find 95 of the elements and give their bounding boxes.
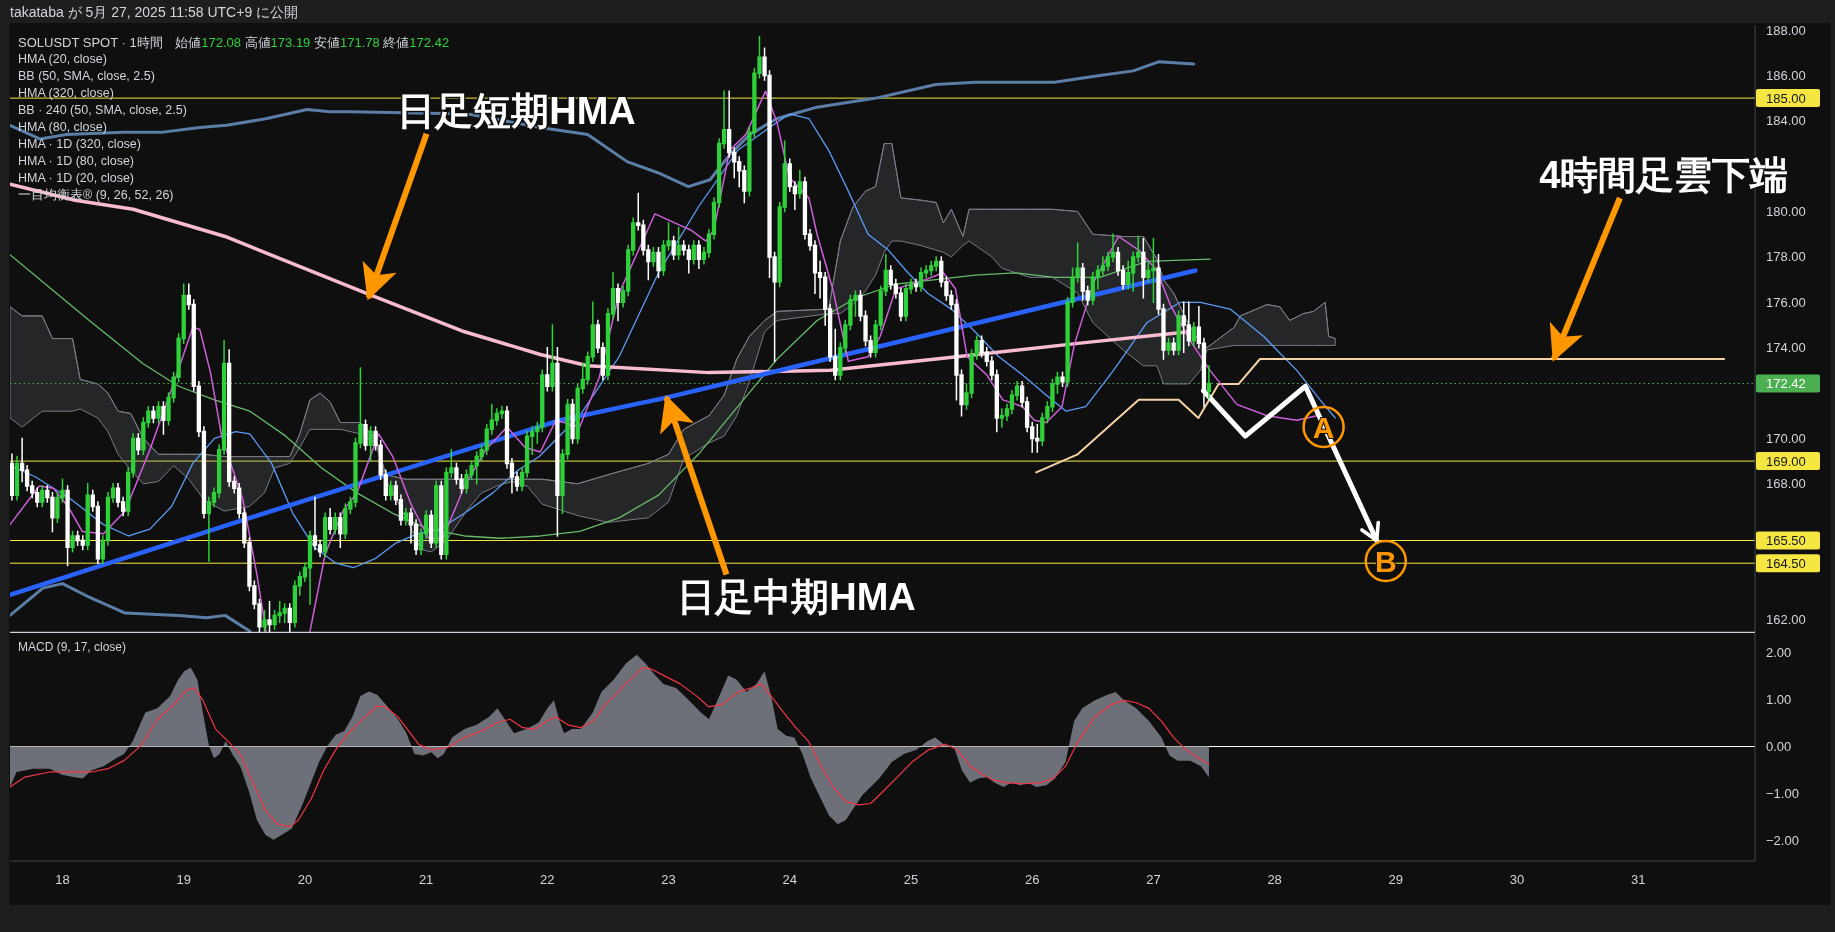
x-tick-label: 21 [418, 871, 434, 887]
candlestick [161, 401, 166, 435]
text: 始値172.08 高値173.19 安値171.78 終値172.42 [175, 34, 450, 50]
y-tick-label: 184.00 [1766, 113, 1806, 129]
candlestick [570, 399, 575, 444]
candlestick [333, 512, 338, 535]
text: SOLUSDT SPOT · 1時間 [18, 34, 163, 50]
candlestick [267, 601, 272, 633]
candlestick [555, 346, 560, 537]
annotation: 日足中期HMA [677, 575, 916, 618]
candlestick [615, 283, 621, 322]
y-tick-label: −1.00 [1766, 786, 1799, 802]
candlestick [1141, 238, 1146, 299]
candlestick [913, 278, 919, 292]
candlestick [696, 240, 702, 270]
ref-line-label: 185.00 [1766, 90, 1806, 106]
x-tick-label: 20 [297, 871, 313, 887]
candlestick [65, 485, 70, 567]
ref-line-label: 165.50 [1766, 533, 1806, 549]
x-tick-label: 29 [1388, 871, 1404, 887]
text: takataba が 5月 27, 2025 11:58 UTC+9 に公開 [10, 3, 299, 20]
y-tick-label: 180.00 [1766, 204, 1806, 220]
annotation: BB (50, SMA, close, 2.5) [18, 69, 155, 84]
y-tick-label: 186.00 [1766, 67, 1806, 83]
x-tick-label: 18 [55, 871, 70, 887]
candlestick [10, 453, 15, 501]
line-series [1035, 358, 1726, 474]
candlestick [671, 235, 676, 260]
candlestick [368, 426, 373, 462]
candlestick [656, 247, 661, 279]
candlestick [797, 169, 802, 199]
candlestick [156, 401, 161, 424]
y-tick-label: −2.00 [1766, 833, 1799, 849]
text: MACD (9, 17, close) [18, 640, 127, 655]
annotation: HMA · 1D (320, close) [18, 137, 141, 152]
candlestick [363, 419, 368, 451]
candlestick [70, 530, 75, 553]
candlestick [545, 346, 550, 392]
ref-line-label: 169.00 [1766, 453, 1806, 469]
y-tick-label: 174.00 [1766, 340, 1806, 356]
annotation: HMA · 1D (80, close) [18, 154, 135, 169]
y-tick-label: 1.00 [1766, 691, 1792, 707]
annotation: BB · 240 (50, SMA, close, 2.5) [18, 103, 187, 118]
x-tick-label: 31 [1631, 871, 1646, 887]
y-tick-label: 176.00 [1766, 294, 1806, 310]
y-tick-label: 2.00 [1766, 644, 1792, 660]
annotation: HMA · 1D (20, close) [18, 171, 135, 186]
x-tick-label: 30 [1509, 871, 1525, 887]
x-tick-label: 25 [903, 871, 919, 887]
x-tick-label: 19 [176, 871, 191, 887]
candlestick [327, 508, 333, 535]
candlestick [1171, 337, 1176, 356]
annotation: HMA (80, close) [18, 120, 107, 135]
line-series [10, 582, 252, 633]
candlestick [1191, 321, 1196, 347]
ref-line-label: 172.42 [1766, 376, 1806, 392]
x-tick-label: 26 [1024, 871, 1040, 887]
candlestick [918, 267, 924, 292]
candlestick [903, 283, 909, 322]
annotation: 4時間足雲下端 [1539, 154, 1789, 197]
candlestick [151, 405, 156, 424]
candlestick [388, 480, 393, 501]
candlestick [1206, 365, 1212, 399]
candlestick [262, 610, 267, 633]
candlestick [1176, 310, 1181, 356]
candlestick [676, 226, 681, 260]
x-tick-label: 24 [782, 871, 798, 887]
y-tick-label: 0.00 [1766, 739, 1792, 755]
y-tick-label: 188.00 [1766, 22, 1806, 38]
y-tick-label: 168.00 [1766, 476, 1806, 492]
x-tick-label: 23 [661, 871, 676, 887]
candlestick [287, 603, 292, 633]
x-tick-label: 28 [1267, 871, 1282, 887]
annotation: HMA (320, close) [18, 86, 114, 101]
candlestick [686, 244, 691, 274]
x-tick-label: 22 [540, 871, 555, 887]
candlestick [550, 324, 555, 392]
x-tick-label: 27 [1146, 871, 1161, 887]
candlestick [1166, 337, 1171, 356]
y-tick-label: 178.00 [1766, 249, 1806, 265]
candlestick [282, 603, 287, 623]
candlestick [40, 485, 45, 508]
candlestick [403, 508, 409, 526]
line-series [10, 254, 1211, 539]
candlestick [999, 408, 1005, 428]
y-tick-label: 162.00 [1766, 612, 1806, 628]
candlestick [691, 240, 696, 265]
candlestick [307, 530, 313, 605]
candlestick [1060, 371, 1065, 387]
y-tick-label: 170.00 [1766, 430, 1806, 446]
annotation: HMA (20, close) [18, 52, 107, 67]
candlestick [651, 247, 656, 267]
ref-line-label: 164.50 [1766, 555, 1806, 571]
candlestick [429, 510, 434, 549]
candlestick [136, 433, 141, 456]
